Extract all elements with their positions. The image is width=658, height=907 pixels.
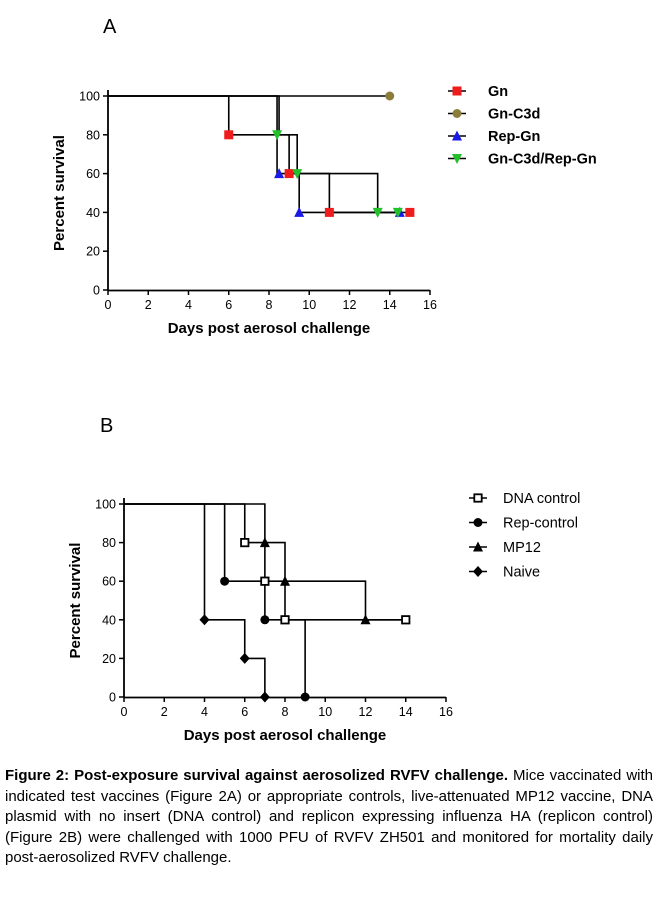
- y-tick-label: 100: [95, 498, 116, 512]
- y-tick-label: 60: [102, 575, 116, 589]
- legend-marker: [452, 86, 462, 96]
- legend-marker: [452, 130, 462, 141]
- x-tick-label: 4: [201, 705, 208, 719]
- x-tick-label: 2: [161, 705, 168, 719]
- y-tick-label: 80: [86, 128, 100, 142]
- legend-label: Rep-Gn: [488, 129, 540, 145]
- data-point-gn: [284, 169, 294, 179]
- x-tick-label: 6: [225, 298, 232, 312]
- x-tick-label: 8: [266, 298, 273, 312]
- data-point-gn-c3d-rep-gn: [392, 207, 403, 218]
- x-tick-label: 8: [282, 705, 289, 719]
- panel-label: A: [103, 16, 117, 38]
- x-tick-label: 0: [105, 298, 112, 312]
- data-point-naive: [239, 652, 250, 664]
- data-point-naive: [259, 691, 270, 703]
- legend-marker: [473, 566, 483, 577]
- data-point-dna-control: [280, 615, 290, 625]
- x-tick-label: 12: [359, 705, 373, 719]
- data-point-gn: [405, 207, 415, 217]
- data-point-dna-control: [401, 615, 411, 625]
- legend-label: Gn-C3d: [488, 107, 540, 123]
- legend-label: MP12: [503, 540, 541, 556]
- panel-a: A 0 2 4 6 8 10 12 14 16 0 20 40 60 80 100 Days post aero…: [51, 16, 597, 337]
- figure-caption: Figure 2: Post-exposure survival against…: [5, 766, 653, 869]
- x-axis-label: Days post aerosol challenge: [168, 320, 371, 337]
- data-point-rep-control: [300, 692, 310, 702]
- series-line-gn-c3d-rep-gn: [108, 95, 398, 214]
- legend-label: Naive: [503, 565, 540, 581]
- x-tick-label: 10: [318, 705, 332, 719]
- y-tick-label: 40: [86, 206, 100, 220]
- data-point-gn-c3d-rep-gn: [292, 169, 303, 180]
- legend-label: Gn: [488, 84, 508, 100]
- y-tick-label: 20: [86, 245, 100, 259]
- legend-label: Rep-control: [503, 516, 578, 532]
- x-tick-label: 0: [121, 705, 128, 719]
- y-tick-label: 60: [86, 167, 100, 181]
- data-point-mp12: [259, 537, 270, 548]
- caption-body: Mice vaccinated with indicated test vacc…: [5, 767, 653, 866]
- x-tick-label: 6: [241, 705, 248, 719]
- y-axis-label: Percent survival: [67, 543, 84, 659]
- y-tick-label: 100: [79, 90, 100, 104]
- panel-b: B 0 2 4 6 8 10 12 14 16 0 20 40 60 80 100 Days post aero…: [67, 415, 580, 744]
- x-tick-label: 16: [423, 298, 437, 312]
- legend-marker: [473, 541, 483, 552]
- legend-marker: [473, 493, 483, 503]
- x-axis-label: Days post aerosol challenge: [184, 727, 387, 744]
- legend-marker: [473, 518, 483, 527]
- data-point-dna-control: [260, 576, 270, 586]
- data-point-rep-control: [220, 576, 230, 586]
- legend-marker: [452, 154, 462, 164]
- data-point-gn-c3d: [385, 91, 395, 101]
- x-tick-label: 12: [343, 298, 357, 312]
- data-point-rep-gn: [274, 168, 285, 179]
- x-tick-label: 10: [302, 298, 316, 312]
- data-point-mp12: [280, 575, 290, 586]
- legend-marker: [452, 109, 462, 118]
- data-point-naive: [199, 614, 210, 626]
- x-tick-label: 14: [399, 705, 413, 719]
- panel-label: B: [100, 415, 113, 437]
- data-point-rep-gn: [294, 206, 305, 217]
- data-point-dna-control: [240, 538, 250, 548]
- series-line-mp12: [124, 503, 406, 621]
- x-tick-label: 2: [145, 298, 152, 312]
- series-line-naive: [124, 503, 266, 697]
- y-tick-label: 20: [102, 652, 116, 666]
- data-point-rep-control: [260, 615, 270, 625]
- y-tick-label: 0: [93, 284, 100, 298]
- data-point-gn-c3d-rep-gn: [372, 207, 383, 218]
- data-point-gn: [324, 207, 334, 217]
- series-line-gn: [108, 95, 410, 214]
- data-point-gn: [224, 130, 234, 140]
- data-point-mp12: [360, 614, 371, 625]
- legend-label: DNA control: [503, 491, 580, 507]
- y-axis-label: Percent survival: [51, 135, 68, 251]
- series-line-rep-gn: [108, 95, 398, 214]
- x-tick-label: 16: [439, 705, 453, 719]
- series-line-rep-control: [124, 503, 306, 697]
- data-point-gn-c3d-rep-gn: [272, 130, 283, 141]
- caption-title: Figure 2: Post-exposure survival against…: [5, 767, 509, 784]
- y-tick-label: 80: [102, 536, 116, 550]
- series-line-dna-control: [124, 503, 406, 621]
- legend-label: Gn-C3d/Rep-Gn: [488, 152, 597, 168]
- y-tick-label: 0: [109, 691, 116, 705]
- y-tick-label: 40: [102, 613, 116, 627]
- x-tick-label: 4: [185, 298, 192, 312]
- x-tick-label: 14: [383, 298, 397, 312]
